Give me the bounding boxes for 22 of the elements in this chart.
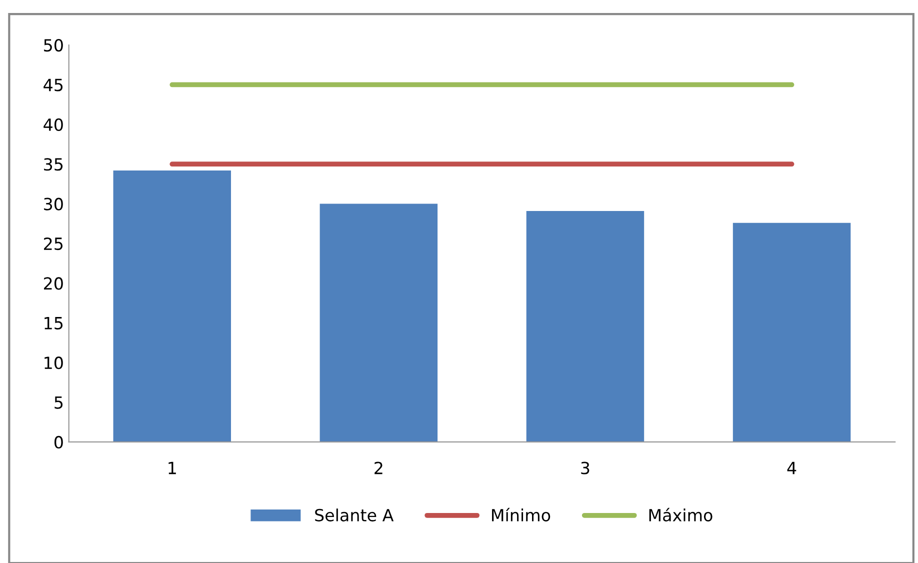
legend-label: Máximo <box>649 508 712 522</box>
y-tick-label: 0 <box>54 436 63 449</box>
bar <box>113 170 231 442</box>
bar <box>320 204 438 442</box>
legend-label: Mínimo <box>492 508 550 522</box>
y-tick-label: 30 <box>44 198 63 210</box>
y-tick-label: 15 <box>44 317 63 330</box>
x-tick-label: 1 <box>168 462 176 474</box>
y-tick-label: 25 <box>44 237 63 250</box>
x-tick-label: 4 <box>787 462 796 474</box>
bar <box>732 222 851 442</box>
y-tick-label: 50 <box>44 39 63 52</box>
y-tick-label: 5 <box>54 396 63 409</box>
y-tick-label: 45 <box>44 78 63 92</box>
y-tick-label: 35 <box>44 158 63 171</box>
bar <box>526 210 644 442</box>
y-tick-label: 40 <box>44 118 63 131</box>
x-tick-label: 3 <box>581 462 590 474</box>
y-tick-label: 20 <box>44 277 63 290</box>
legend-label: Selante A <box>315 508 394 522</box>
x-tick-label: 2 <box>374 462 382 474</box>
y-tick-label: 10 <box>44 356 63 370</box>
